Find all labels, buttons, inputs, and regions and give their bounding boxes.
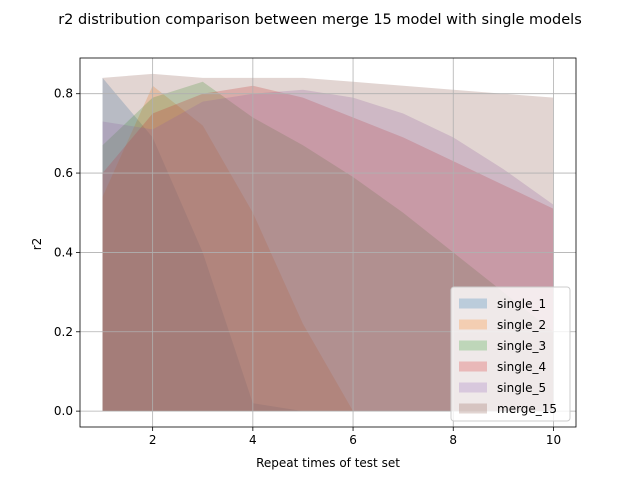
area-single_5 <box>102 89 554 412</box>
x-tick-label: 2 <box>149 433 157 447</box>
y-tick-label: 0.8 <box>54 87 73 101</box>
axes-frame <box>79 57 577 428</box>
legend-label-single_1: single_1 <box>497 297 546 311</box>
legend-swatch-single_2 <box>459 319 487 330</box>
x-tick-label: 6 <box>349 433 357 447</box>
legend-swatch-single_3 <box>459 340 487 351</box>
y-tick-label: 0.4 <box>54 245 73 259</box>
legend-label-single_5: single_5 <box>497 381 546 395</box>
area-single_3 <box>102 81 554 412</box>
y-tick-label: 0.0 <box>54 404 73 418</box>
area-single_2 <box>102 85 554 412</box>
legend-swatch-merge_15 <box>459 403 487 414</box>
legend-swatch-single_4 <box>459 361 487 372</box>
legend-label-merge_15: merge_15 <box>497 402 557 416</box>
area-merge_15 <box>102 73 554 412</box>
y-axis-label: r2 <box>30 238 44 251</box>
legend: single_1 single_2 single_3 single_4 single_5… <box>450 286 571 422</box>
legend-swatch-single_5 <box>459 382 487 393</box>
x-tick-label: 10 <box>546 433 561 447</box>
legend-label-single_2: single_2 <box>497 318 546 332</box>
x-tick-label: 8 <box>449 433 457 447</box>
legend-label-single_3: single_3 <box>497 339 546 353</box>
area-single_1 <box>102 77 554 412</box>
x-axis-label: Repeat times of test set <box>256 456 400 470</box>
legend-box <box>450 286 571 422</box>
y-tick-label: 0.2 <box>54 325 73 339</box>
chart-title: r2 distribution comparison between merge… <box>58 12 582 28</box>
x-tick-label: 4 <box>249 433 257 447</box>
y-tick-label: 0.6 <box>54 166 73 180</box>
legend-swatch-single_1 <box>459 298 487 309</box>
plot-area: 2 4 6 8 10 0.0 0.2 0.4 0.6 0.8 <box>54 57 577 447</box>
legend-label-single_4: single_4 <box>497 360 546 374</box>
area-single_4 <box>102 85 554 412</box>
